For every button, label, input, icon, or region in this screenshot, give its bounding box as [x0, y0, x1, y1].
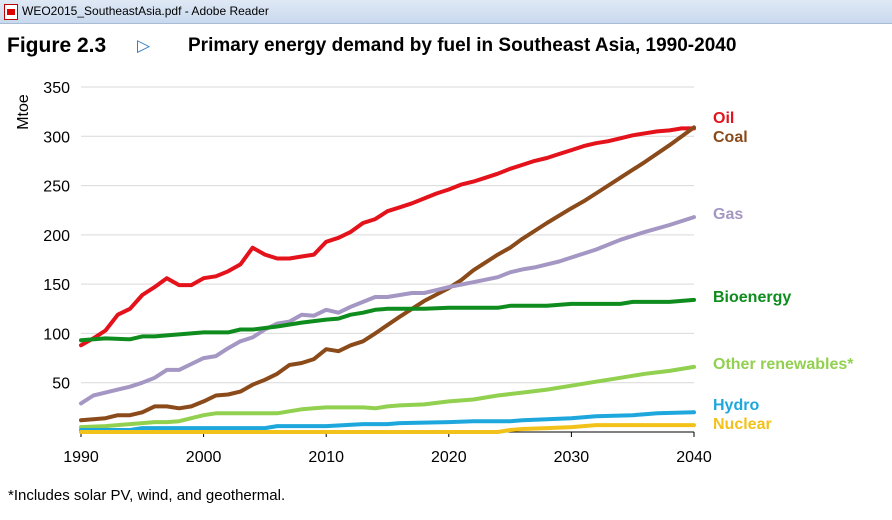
window-titlebar: WEO2015_SoutheastAsia.pdf - Adobe Reader: [0, 0, 892, 24]
y-tick-label: 150: [43, 277, 70, 294]
x-tick-label: 2010: [308, 449, 344, 466]
series-label: Other renewables*: [713, 356, 854, 373]
series-line-nuclear: [79, 423, 696, 434]
series-label: Nuclear: [713, 416, 772, 433]
pdf-document-icon: [4, 4, 18, 20]
y-axis-label: Mtoe: [15, 94, 32, 130]
series-line-other-renewables: [79, 364, 696, 430]
y-tick-label: 300: [43, 129, 70, 146]
y-tick-label: 350: [43, 80, 70, 97]
series-line-oil: [79, 126, 696, 348]
x-tick-label: 2040: [676, 449, 712, 466]
y-tick-label: 100: [43, 326, 70, 343]
footnote: *Includes solar PV, wind, and geothermal…: [8, 487, 286, 504]
y-tick-label: 50: [52, 376, 70, 393]
series-label: Oil: [713, 110, 734, 127]
series-line-hydro: [79, 410, 696, 432]
x-tick-label: 2020: [431, 449, 467, 466]
x-tick-label: 2030: [554, 449, 590, 466]
figure-number: Figure 2.3: [7, 34, 107, 57]
series-label: Gas: [713, 206, 743, 223]
triangle-right-icon[interactable]: ▷: [137, 36, 151, 55]
series-line-coal: [79, 125, 696, 423]
y-tick-label: 200: [43, 228, 70, 245]
series-line-bioenergy: [79, 297, 696, 343]
window-title: WEO2015_SoutheastAsia.pdf - Adobe Reader: [22, 4, 269, 18]
figure-title: Primary energy demand by fuel in Southea…: [188, 35, 737, 56]
x-tick-label: 1990: [63, 449, 99, 466]
series-line-gas: [79, 215, 696, 406]
x-tick-label: 2000: [186, 449, 222, 466]
series-label: Bioenergy: [713, 289, 791, 306]
y-tick-label: 250: [43, 179, 70, 196]
series-label: Hydro: [713, 397, 759, 414]
series-label: Coal: [713, 129, 748, 146]
